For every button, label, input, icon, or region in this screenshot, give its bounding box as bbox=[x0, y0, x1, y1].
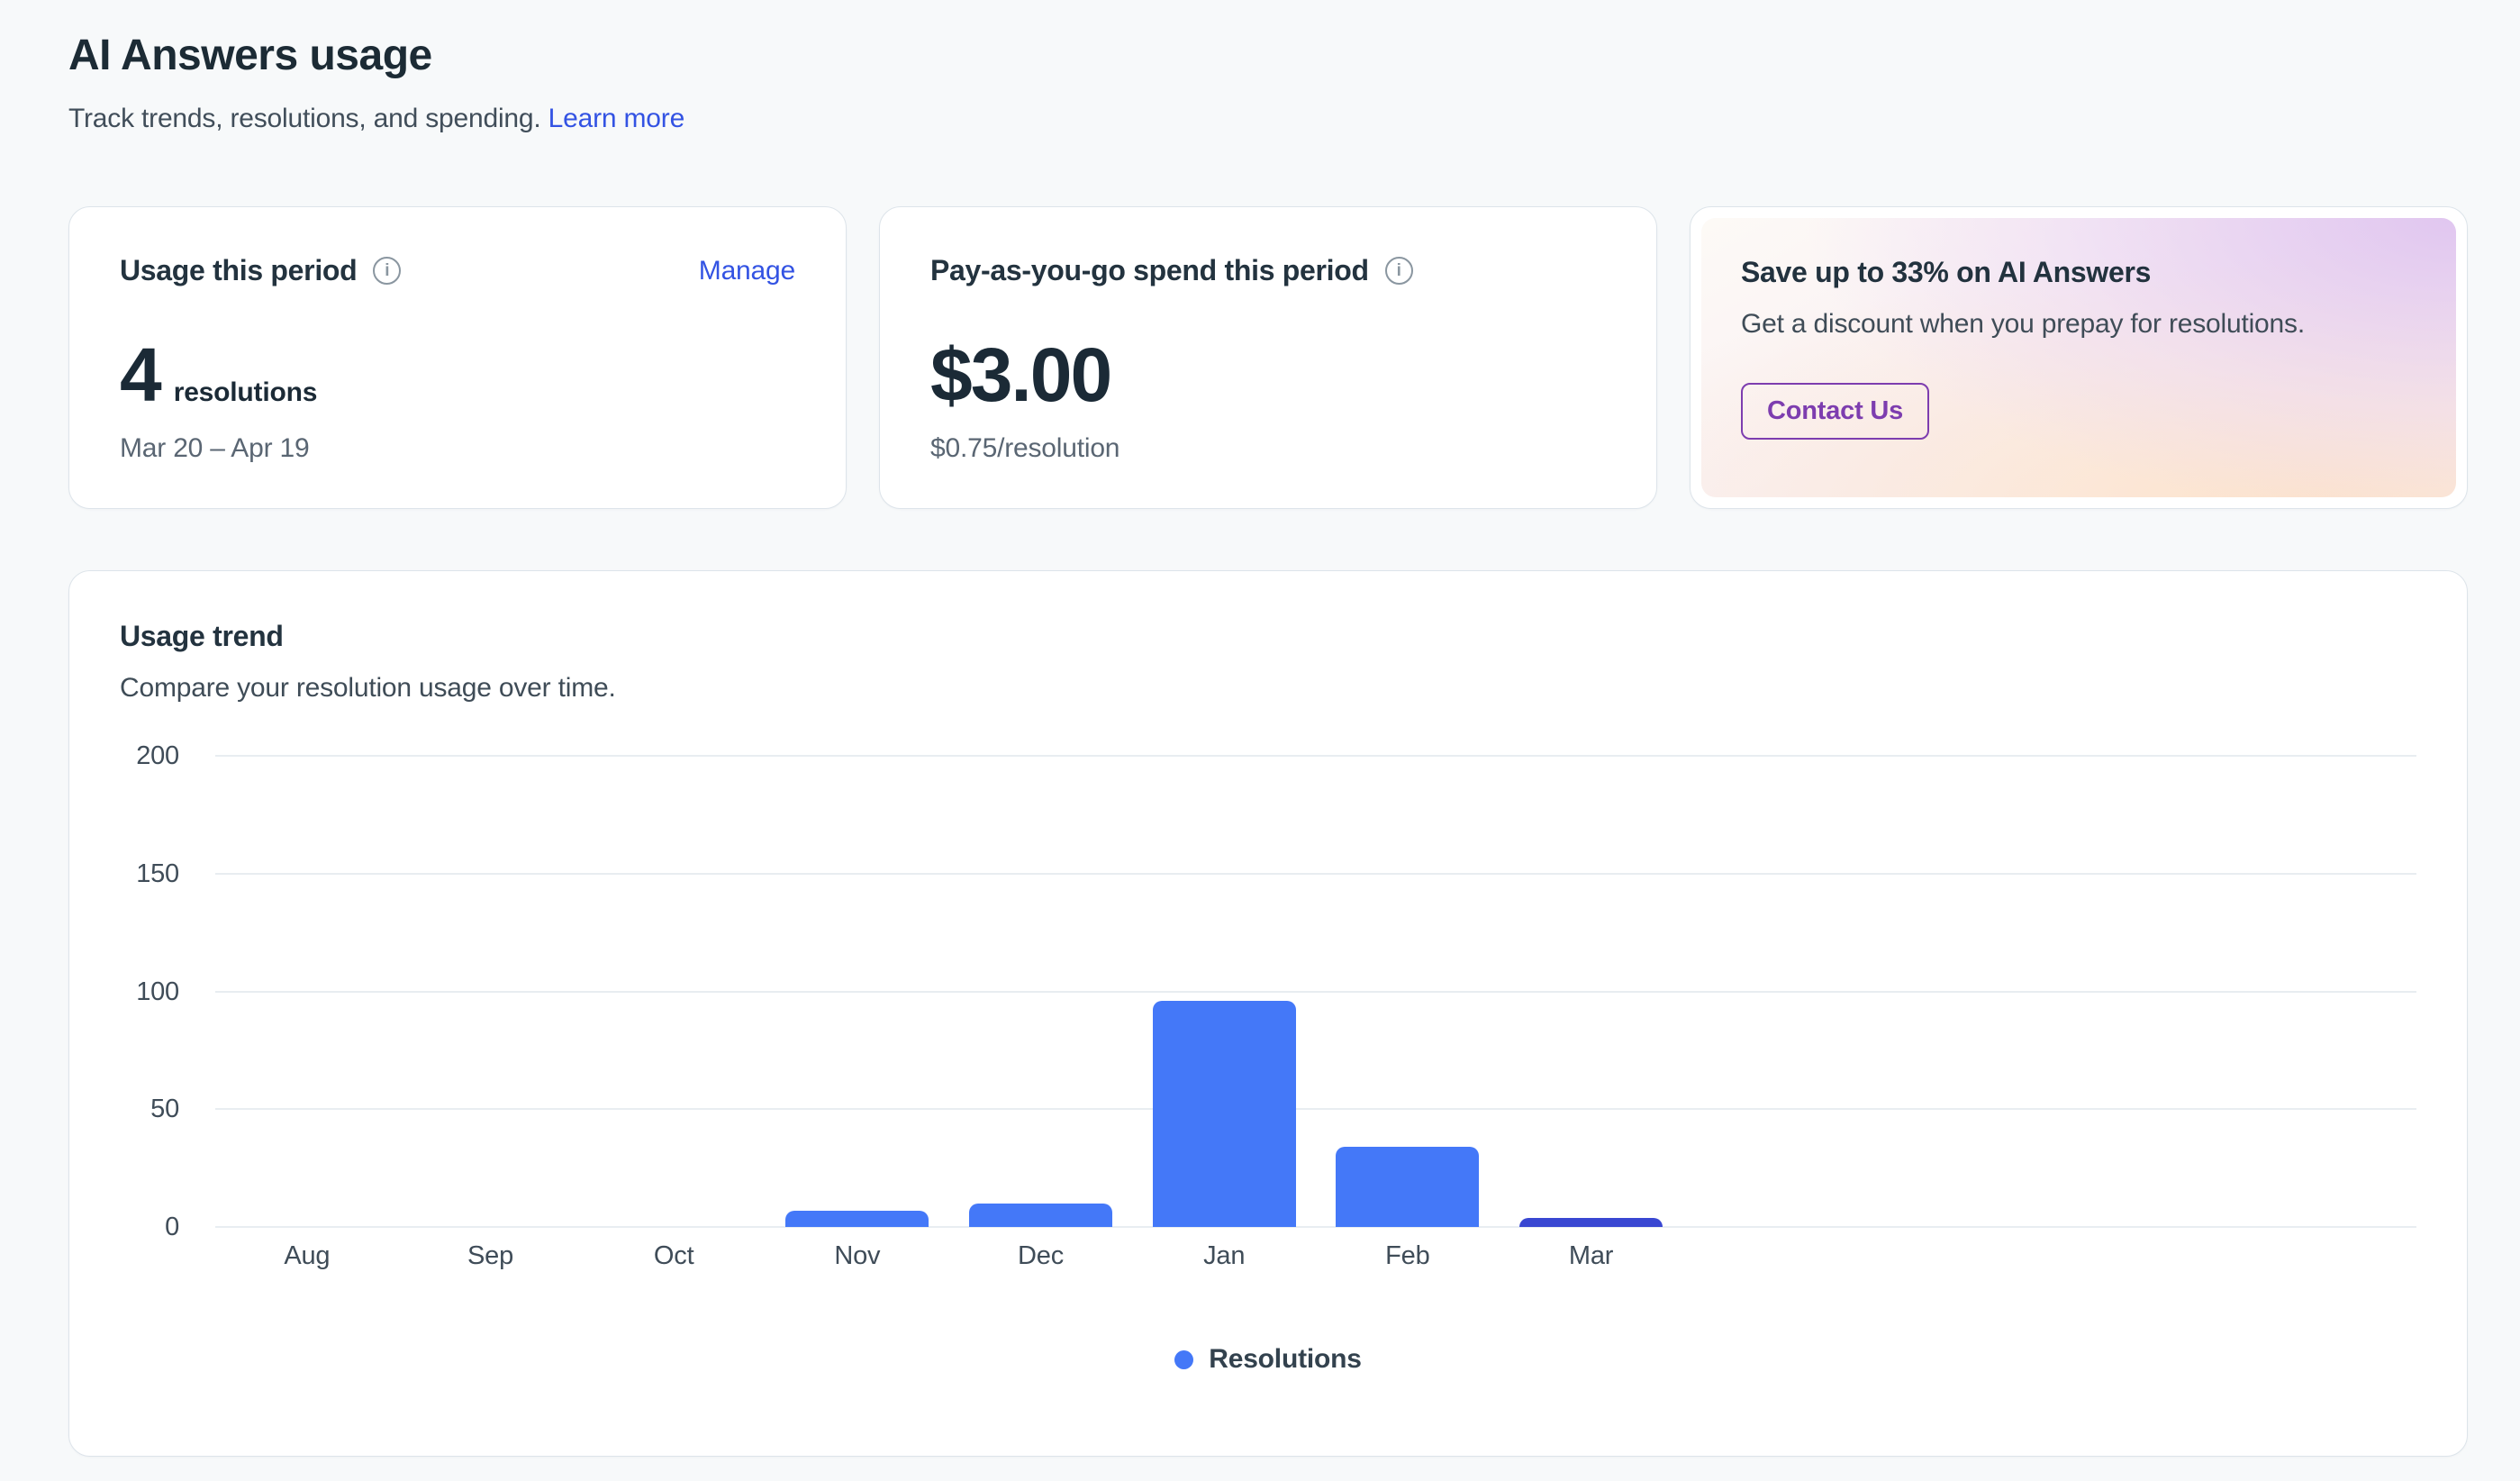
promo-gradient-panel: Save up to 33% on AI Answers Get a disco… bbox=[1701, 218, 2456, 497]
billing-period-range: Mar 20 – Apr 19 bbox=[120, 432, 310, 463]
bar-mar[interactable] bbox=[1519, 1217, 1663, 1227]
chart-slot bbox=[1682, 756, 1866, 1227]
chart-plot: Aug Sep Oct Nov Dec Jan Feb Mar bbox=[215, 755, 2416, 1270]
x-axis-label: Sep bbox=[467, 1241, 513, 1270]
x-axis-label: Dec bbox=[1018, 1241, 1065, 1270]
y-axis-tick: 150 bbox=[136, 859, 179, 888]
payg-card-header: Pay-as-you-go spend this period i bbox=[930, 254, 1606, 287]
x-axis-label: Aug bbox=[284, 1241, 331, 1270]
y-axis-tick: 100 bbox=[136, 977, 179, 1006]
gridline bbox=[215, 1226, 2416, 1228]
legend-label: Resolutions bbox=[1209, 1344, 1362, 1374]
resolutions-count: 4 bbox=[120, 332, 162, 417]
spend-stat: $3.00 bbox=[930, 332, 1606, 417]
bar-dec[interactable] bbox=[969, 1203, 1112, 1227]
chart-slot bbox=[2233, 756, 2416, 1227]
payg-card-title: Pay-as-you-go spend this period bbox=[930, 254, 1369, 286]
page-subtitle-text: Track trends, resolutions, and spending. bbox=[68, 104, 541, 133]
chart-slot: Nov bbox=[766, 756, 949, 1270]
chart-slot bbox=[2050, 756, 2234, 1227]
x-axis-label: Jan bbox=[1203, 1241, 1246, 1270]
gridline bbox=[215, 872, 2416, 875]
page-header: AI Answers usage Track trends, resolutio… bbox=[68, 31, 2468, 134]
usage-card-header: Usage this period i Manage bbox=[120, 254, 795, 287]
usage-this-period-card: Usage this period i Manage 4 resolutions… bbox=[68, 206, 847, 509]
promo-title: Save up to 33% on AI Answers bbox=[1741, 256, 2152, 288]
y-axis-tick: 50 bbox=[150, 1095, 179, 1124]
gridline bbox=[215, 755, 2416, 757]
info-icon[interactable]: i bbox=[373, 257, 402, 285]
usage-trend-card: Usage trend Compare your resolution usag… bbox=[68, 570, 2468, 1457]
bar-feb[interactable] bbox=[1336, 1147, 1480, 1227]
x-axis-label: Feb bbox=[1385, 1241, 1430, 1270]
gridline bbox=[215, 990, 2416, 993]
usage-card-title: Usage this period bbox=[120, 254, 358, 286]
spend-amount: $3.00 bbox=[930, 332, 1112, 417]
chart-slot: Sep bbox=[399, 756, 583, 1270]
x-axis-label: Nov bbox=[834, 1241, 881, 1270]
bar-jan[interactable] bbox=[1152, 1000, 1296, 1227]
chart-slot: Jan bbox=[1132, 756, 1316, 1270]
promo-card: Save up to 33% on AI Answers Get a disco… bbox=[1690, 206, 2468, 509]
legend-item[interactable]: Resolutions bbox=[1174, 1344, 1362, 1375]
chart-y-axis: 0 50 100 150 200 bbox=[120, 742, 179, 1240]
x-axis-label: Oct bbox=[653, 1241, 694, 1270]
chart-slot: Aug bbox=[215, 756, 399, 1270]
chart-title: Usage trend bbox=[120, 620, 284, 652]
usage-trend-chart: 0 50 100 150 200 Aug Sep Oct Nov Dec Jan Feb Mar bbox=[120, 742, 2416, 1270]
stat-cards-row: Usage this period i Manage 4 resolutions… bbox=[68, 206, 2468, 509]
payg-spend-card: Pay-as-you-go spend this period i $3.00 … bbox=[879, 206, 1657, 509]
page-title: AI Answers usage bbox=[68, 32, 432, 79]
legend-dot-icon bbox=[1174, 1349, 1194, 1369]
y-axis-tick: 200 bbox=[136, 741, 179, 770]
resolutions-unit-label: resolutions bbox=[173, 377, 318, 407]
bar-nov[interactable] bbox=[785, 1210, 929, 1227]
chart-slot: Mar bbox=[1500, 756, 1683, 1270]
chart-slot: Oct bbox=[582, 756, 766, 1270]
chart-slot bbox=[1866, 756, 2050, 1227]
info-icon[interactable]: i bbox=[1384, 257, 1413, 285]
chart-slot: Dec bbox=[949, 756, 1133, 1270]
chart-slots: Aug Sep Oct Nov Dec Jan Feb Mar bbox=[215, 756, 2416, 1270]
chart-subtitle: Compare your resolution usage over time. bbox=[120, 673, 616, 703]
manage-link[interactable]: Manage bbox=[698, 255, 795, 286]
page-subtitle: Track trends, resolutions, and spending.… bbox=[68, 104, 2468, 134]
x-axis-label: Mar bbox=[1568, 1241, 1614, 1270]
chart-legend: Resolutions bbox=[120, 1344, 2416, 1375]
promo-description: Get a discount when you prepay for resol… bbox=[1741, 309, 2305, 339]
learn-more-link[interactable]: Learn more bbox=[548, 104, 685, 133]
gridline bbox=[215, 1108, 2416, 1111]
usage-stat: 4 resolutions bbox=[120, 332, 795, 417]
y-axis-tick: 0 bbox=[165, 1213, 179, 1241]
chart-slot: Feb bbox=[1316, 756, 1500, 1270]
contact-us-button[interactable]: Contact Us bbox=[1741, 383, 1930, 440]
rate-per-resolution: $0.75/resolution bbox=[930, 432, 1120, 463]
